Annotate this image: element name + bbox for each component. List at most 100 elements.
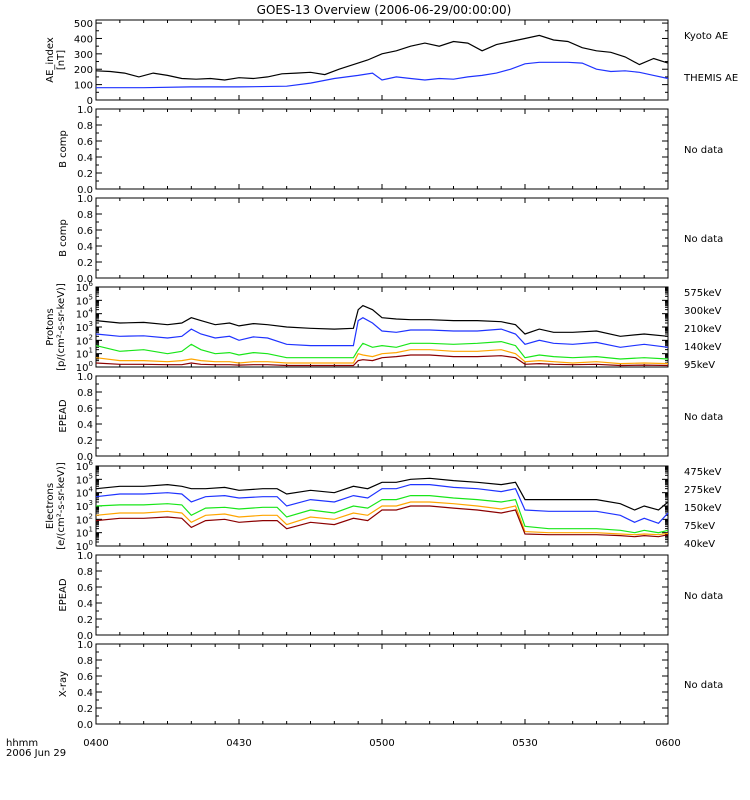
panel-3: 0.0 0.2 0.4 0.6 0.8 1.0 B comp No data [58, 194, 723, 285]
y-axis-title: EPEAD [58, 399, 69, 433]
y-axis-title: [e/(cm²-s-sr-keV)] [56, 462, 67, 550]
y-tick-label: 103 [76, 499, 93, 513]
y-tick-label: 0.8 [77, 210, 93, 221]
y-tick-label: 0.6 [77, 672, 93, 683]
y-tick-label: 0.0 [77, 452, 93, 463]
panel-1: 0 100 200 300 400 500 AE_index [nT] Kyoto AE THEM… [45, 19, 738, 107]
legend-label: 140keV [684, 342, 722, 353]
y-tick-label: 1.0 [77, 105, 93, 116]
y-tick-label: 0.0 [77, 631, 93, 642]
panel-frame [95, 554, 669, 636]
y-tick-label: 106 [76, 459, 94, 473]
y-tick-label: 400 [74, 34, 93, 45]
y-tick-label: 0.0 [77, 274, 93, 285]
legend-label: 95keV [684, 360, 715, 371]
legend-label: 575keV [684, 288, 722, 299]
y-tick-label: 300 [74, 50, 93, 61]
y-tick-label: 0.4 [77, 242, 93, 253]
y-tick-label: 0 [87, 96, 93, 107]
no-data-label: No data [684, 591, 723, 602]
no-data-label: No data [684, 412, 723, 423]
legend-label: 75keV [684, 521, 715, 532]
series-line-themis-ae [96, 61, 669, 89]
y-axis-title: B comp [58, 219, 69, 257]
y-tick-label: 101 [76, 347, 93, 361]
panel-8: 0.0 0.2 0.4 0.6 0.8 1.0 X-ray No data [58, 640, 723, 731]
y-axis-title: B comp [58, 130, 69, 168]
series-line-475kev [95, 505, 669, 538]
y-tick-label: 106 [76, 280, 94, 294]
y-axis-title: EPEAD [58, 578, 69, 612]
y-tick-label: 0.8 [77, 567, 93, 578]
y-tick-label: 102 [76, 512, 93, 526]
y-tick-label: 0.6 [77, 226, 93, 237]
time-axis: 0400 0430 0500 0530 0600 [83, 738, 680, 749]
y-tick-label: 104 [76, 486, 94, 500]
y-tick-label: 0.0 [77, 185, 93, 196]
time-tick-label: 0500 [369, 738, 394, 749]
y-tick-label: 101 [76, 526, 93, 540]
panel-frame [95, 19, 669, 101]
time-tick-label: 0530 [512, 738, 537, 749]
y-tick-label: 0.6 [77, 137, 93, 148]
series-line-75kev [95, 484, 669, 524]
y-tick-label: 0.8 [77, 121, 93, 132]
figure-title: GOES-13 Overview (2006-06-29/00:00:00) [257, 3, 512, 17]
panel-frame [95, 108, 669, 190]
time-axis-date-label: 2006 Jun 29 [6, 748, 66, 759]
no-data-label: No data [684, 680, 723, 691]
y-tick-label: 102 [76, 333, 93, 347]
y-tick-label: 105 [76, 472, 93, 486]
series-line-575kev [95, 354, 669, 367]
legend-label: 300keV [684, 306, 722, 317]
y-axis-title: Protons [45, 308, 56, 345]
y-tick-label: 0.2 [77, 258, 93, 269]
y-tick-label: 104 [76, 307, 94, 321]
panel-frame [95, 643, 669, 725]
y-tick-label: 1.0 [77, 640, 93, 651]
series-line-300kev [95, 349, 669, 365]
y-tick-label: 0.4 [77, 420, 93, 431]
time-axis-unit-label: hhmm [6, 738, 38, 749]
y-tick-label: 0.2 [77, 615, 93, 626]
y-tick-label: 100 [74, 81, 93, 92]
y-tick-label: 200 [74, 65, 93, 76]
y-tick-label: 1.0 [77, 372, 93, 383]
series-line-210kev [95, 340, 669, 360]
panel-7: 0.0 0.2 0.4 0.6 0.8 1.0 EPEAD No data [58, 551, 723, 642]
y-tick-label: 500 [74, 19, 93, 30]
legend-label: 150keV [684, 503, 722, 514]
y-axis-title: Electrons [45, 483, 56, 529]
y-tick-label: 0.6 [77, 404, 93, 415]
y-tick-label: 0.8 [77, 656, 93, 667]
panel-frame [95, 197, 669, 279]
y-tick-label: 0.2 [77, 169, 93, 180]
y-tick-label: 0.8 [77, 388, 93, 399]
series-line-150kev [95, 495, 669, 534]
y-tick-label: 0.2 [77, 436, 93, 447]
y-tick-label: 0.4 [77, 688, 93, 699]
y-tick-label: 1.0 [77, 194, 93, 205]
y-tick-label: 0.4 [77, 153, 93, 164]
panel-frame [95, 375, 669, 457]
legend-label: 275keV [684, 485, 722, 496]
y-tick-label: 0.2 [77, 704, 93, 715]
y-axis-title: X-ray [58, 671, 69, 697]
y-axis-title: [nT] [56, 50, 67, 70]
time-tick-label: 0600 [655, 738, 680, 749]
y-tick-label: 1.0 [77, 551, 93, 562]
time-tick-label: 0400 [83, 738, 108, 749]
series-line-40kev [95, 477, 669, 511]
legend-label: 475keV [684, 467, 722, 478]
no-data-label: No data [684, 234, 723, 245]
legend-label: 40keV [684, 539, 715, 550]
no-data-label: No data [684, 145, 723, 156]
series-line-95kev [95, 304, 669, 337]
y-tick-label: 0.4 [77, 599, 93, 610]
legend-label: THEMIS AE [683, 73, 738, 84]
panel-frame [95, 286, 669, 368]
legend-label: Kyoto AE [684, 31, 728, 42]
chart-panels: 0 100 200 300 400 500 AE_index [nT] Kyoto AE THEM… [45, 19, 738, 731]
panel-2: 0.0 0.2 0.4 0.6 0.8 1.0 B comp No data [58, 105, 723, 196]
y-tick-label: 103 [76, 320, 93, 334]
